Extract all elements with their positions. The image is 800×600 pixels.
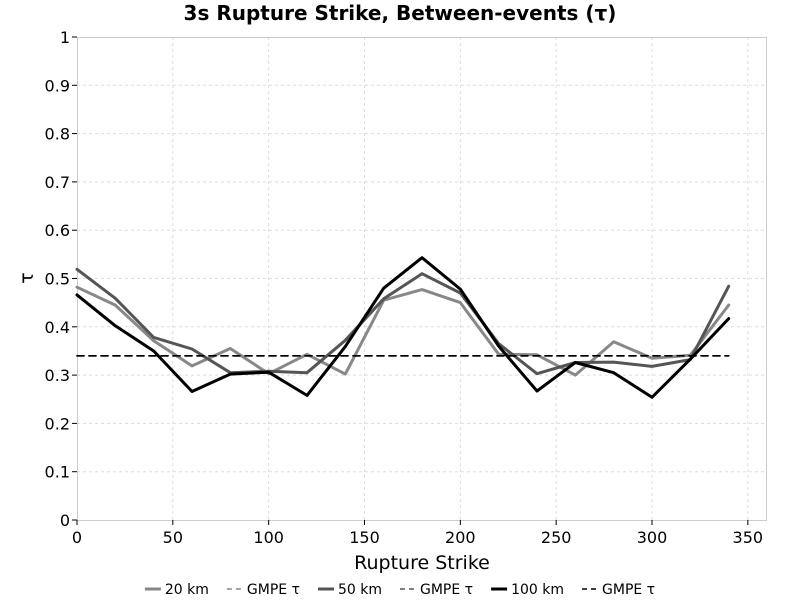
y-tick-label: 0.3: [45, 366, 70, 385]
legend-label: 20 km: [165, 582, 209, 598]
x-tick-label: 50: [163, 528, 183, 547]
series-line-2: [75, 267, 731, 376]
x-tick-label: 300: [637, 528, 668, 547]
y-tick-label: 0.5: [45, 270, 70, 289]
y-tick-label: 0.6: [45, 221, 70, 240]
x-tick-label: 350: [733, 528, 764, 547]
legend: 20 km GMPE τ 50 km GMPE τ 100 km GMPE τ: [144, 582, 655, 598]
y-tick-label: 1: [60, 28, 70, 47]
series-line-4: [75, 256, 731, 399]
y-tick-label: 0.1: [45, 463, 70, 482]
y-tick-label: 0: [60, 511, 70, 530]
legend-label: 50 km: [338, 582, 382, 598]
legend-label: 100 km: [511, 582, 564, 598]
legend-label: GMPE τ: [602, 582, 655, 598]
y-tick-label: 0.9: [45, 76, 70, 95]
y-tick-label: 0.7: [45, 173, 70, 192]
y-axis-ticks: 0 0.1 0.2 0.3 0.4 0.5 0.6 0.7 0.8 0.9 1: [45, 28, 77, 530]
plot-area: [77, 37, 767, 521]
legend-label: GMPE τ: [420, 582, 473, 598]
y-tick-label: 0.4: [45, 318, 70, 337]
x-axis-label: Rupture Strike: [354, 552, 490, 574]
x-axis-ticks: 0 50 100 150 200 250 300 350: [72, 520, 763, 547]
grid: [77, 37, 767, 520]
series-layer: [75, 256, 731, 399]
x-tick-label: 0: [72, 528, 82, 547]
y-axis-label: τ: [16, 272, 38, 283]
legend-label: GMPE τ: [247, 582, 300, 598]
series-line-0: [75, 285, 731, 377]
x-tick-label: 250: [541, 528, 572, 547]
x-tick-label: 200: [445, 528, 476, 547]
x-tick-label: 150: [349, 528, 380, 547]
chart-title: 3s Rupture Strike, Between-events (τ): [184, 1, 617, 25]
y-tick-label: 0.2: [45, 414, 70, 433]
y-tick-label: 0.8: [45, 125, 70, 144]
x-tick-label: 100: [253, 528, 284, 547]
